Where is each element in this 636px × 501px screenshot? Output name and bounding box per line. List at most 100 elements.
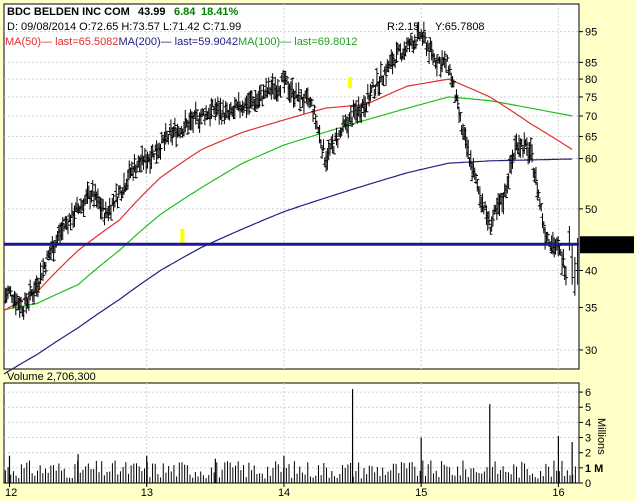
ohlc-bar (371, 78, 376, 89)
ohlc-bar (327, 142, 332, 154)
ohlc-bar (350, 116, 355, 128)
volume-tick-label: 0 (585, 478, 591, 490)
ohlc-bar (545, 231, 550, 242)
ohlc-bar (378, 61, 383, 83)
ohlc-bar (60, 216, 65, 240)
ohlc-bar (539, 203, 544, 212)
ohlc-bar (159, 131, 164, 144)
ma200-line (3, 158, 573, 375)
ohlc-bar (39, 272, 44, 281)
ohlc-bar (247, 91, 252, 115)
ohlc-bar (103, 201, 108, 219)
ohlc-bar (108, 205, 113, 221)
ohlc-bar (563, 266, 568, 286)
ohlc-bar (155, 143, 160, 160)
ohlc-bar (561, 248, 566, 268)
ohlc-bar (209, 97, 214, 120)
ohlc-bar (195, 109, 200, 121)
ma50-line (3, 78, 573, 312)
ohlc-bar (320, 146, 325, 159)
grid-lines (4, 4, 579, 483)
ohlc-bar (118, 185, 123, 195)
price-tick-label: 65 (585, 131, 597, 143)
time-tick-label: 15 (415, 487, 427, 499)
last-price-tag-text: 43.99 (584, 240, 612, 252)
ohlc-bar (341, 115, 346, 133)
change-value: 6.84 (174, 6, 196, 18)
ohlc-bar (15, 293, 20, 306)
ma-legend: MA(50)— last=65.5082MA(200)— last=59.904… (5, 36, 358, 48)
volume-label: Volume 2,706,300 (7, 371, 96, 383)
volume-tick-label: 2 (585, 448, 591, 460)
price-tick-label: 35 (585, 302, 597, 314)
ohlc-bar (81, 198, 86, 218)
ohlc-bar (43, 262, 48, 275)
ohlc-bar (321, 139, 326, 151)
ohlc-bar (451, 79, 456, 88)
ohlc-bar (541, 222, 546, 234)
ohlc-bar (455, 94, 460, 110)
ohlc-bar (258, 84, 263, 101)
ohlc-bar (101, 199, 106, 212)
ohlc-bar (106, 205, 111, 222)
ohlc-bar (481, 206, 486, 215)
ma100-label: MA(100) (238, 36, 280, 48)
ohlc-bar (528, 137, 533, 159)
ma100-path (3, 96, 573, 311)
ma200-path (3, 158, 573, 375)
ohlc-bar (35, 277, 40, 298)
ohlc-bar (288, 81, 293, 103)
ohlc-bar (393, 61, 398, 69)
last-price-tag-box (580, 236, 634, 254)
volume-panel (3, 382, 580, 484)
ohlc-bar (487, 211, 492, 226)
ohlc-bar (398, 43, 403, 59)
ohlc-bar (572, 257, 577, 296)
ohlc-bar (447, 63, 452, 76)
ohlc-bar (442, 50, 447, 68)
time-tick-label: 14 (278, 487, 290, 499)
ohlc-bar (434, 54, 439, 77)
time-tick-label: 13 (141, 487, 153, 499)
last-price: 43.99 (138, 6, 166, 18)
ohlc-bar (19, 296, 24, 311)
price-tick-label: 95 (585, 27, 597, 39)
price-tick-label: 85 (585, 57, 597, 69)
ohlc-bar (215, 96, 220, 115)
ohlc-bar (475, 179, 480, 192)
ohlc-bar (556, 235, 561, 257)
ohlc-bar (444, 58, 449, 73)
ohlc-bar (90, 180, 95, 197)
ohlc-bar (241, 102, 246, 114)
price-bars (3, 21, 580, 320)
ohlc-bar (458, 112, 463, 122)
ohlc-bar (377, 76, 382, 96)
ohlc-bar (477, 188, 482, 208)
ohlc-bar (166, 133, 171, 145)
ohlc-bar (476, 186, 481, 195)
ohlc-bar (174, 127, 179, 148)
ohlc-bar (115, 196, 120, 209)
ohlc-bar (387, 54, 392, 69)
ohlc-bar (414, 39, 419, 49)
ohlc-bar (536, 189, 541, 199)
ohlc-bar (111, 193, 116, 212)
volume-tick-label: 1 M (585, 463, 603, 475)
ohlc-bar (198, 109, 203, 125)
ohlc-bar (132, 154, 137, 173)
r-readout: R:2.15 (387, 21, 419, 33)
ohlc-bar (253, 90, 258, 113)
ohlc-bar (437, 56, 442, 64)
ohlc-bar (38, 262, 43, 284)
ohlc-bar (408, 32, 413, 46)
ohlc-bar (335, 138, 340, 149)
price-tick-label: 60 (585, 154, 597, 166)
volume-tick-label: 6 (585, 387, 591, 399)
ohlc-bar (331, 145, 336, 155)
ohlc-bar (278, 85, 283, 98)
volume-unit-label: Millions (595, 418, 607, 455)
highlight-mark (347, 77, 352, 88)
ohlc-bar (402, 41, 407, 61)
price-tick-label: 50 (585, 204, 597, 216)
